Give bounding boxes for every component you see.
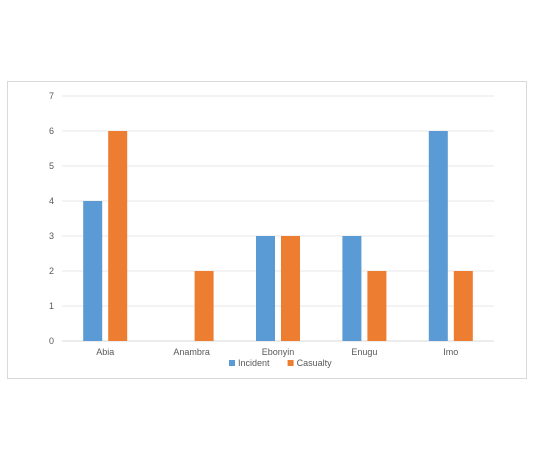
bar-incident-abia xyxy=(83,201,103,341)
x-tick-label: Enugu xyxy=(351,347,377,357)
y-tick-label: 1 xyxy=(49,301,54,311)
y-tick-label: 6 xyxy=(49,126,54,136)
x-tick-label: Ebonyin xyxy=(262,347,295,357)
bar-incident-enugu xyxy=(342,236,362,341)
bar-casualty-enugu xyxy=(367,271,387,341)
y-tick-label: 4 xyxy=(49,196,54,206)
bars xyxy=(83,131,473,341)
legend-swatch-incident xyxy=(229,360,235,366)
bar-incident-imo xyxy=(428,131,448,341)
y-axis-ticks: 0 1 2 3 4 5 6 7 xyxy=(49,91,54,346)
legend-swatch-casualty xyxy=(287,360,294,366)
x-tick-label: Anambra xyxy=(173,347,210,357)
bar-casualty-imo xyxy=(453,271,473,341)
y-tick-label: 5 xyxy=(49,161,54,171)
y-tick-label: 2 xyxy=(49,266,54,276)
legend: Incident Casualty xyxy=(229,358,332,368)
bar-incident-ebonyin xyxy=(256,236,275,341)
y-tick-label: 7 xyxy=(49,91,54,101)
x-axis-ticks: Abia Anambra Ebonyin Enugu Imo xyxy=(96,347,458,357)
legend-label-incident: Incident xyxy=(238,358,270,368)
y-tick-label: 0 xyxy=(49,336,54,346)
x-tick-label: Imo xyxy=(443,347,458,357)
y-tick-label: 3 xyxy=(49,231,54,241)
bar-casualty-abia xyxy=(108,131,128,341)
bar-casualty-ebonyin xyxy=(281,236,300,341)
gridlines xyxy=(62,95,494,342)
x-tick-label: Abia xyxy=(96,347,114,357)
bar-casualty-anambra xyxy=(194,271,214,341)
legend-label-casualty: Casualty xyxy=(297,358,333,368)
